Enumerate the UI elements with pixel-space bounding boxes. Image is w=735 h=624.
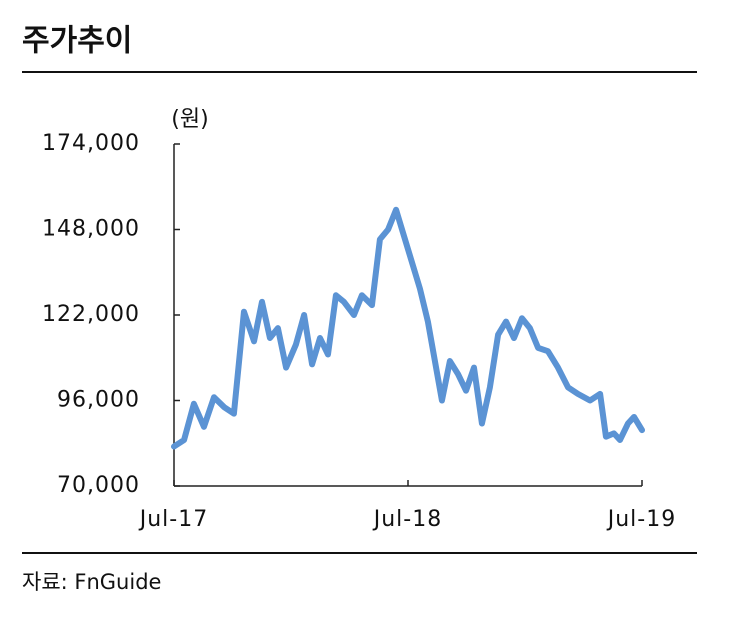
y-tick-label: 174,000 [42, 131, 140, 156]
y-tick-label: 148,000 [42, 217, 140, 242]
x-tick-label: Jul-17 [138, 507, 208, 532]
y-tick-label: 122,000 [42, 302, 140, 327]
chart-title: 주가추이 [22, 24, 132, 59]
price-line [171, 206, 645, 450]
y-tick-label: 70,000 [57, 473, 140, 498]
y-tick-label: 96,000 [57, 388, 140, 413]
source: 자료: FnGuide [22, 570, 161, 594]
x-tick-label: Jul-19 [606, 507, 676, 532]
y-unit: (원) [171, 107, 208, 132]
x-tick-label: Jul-18 [372, 507, 442, 532]
